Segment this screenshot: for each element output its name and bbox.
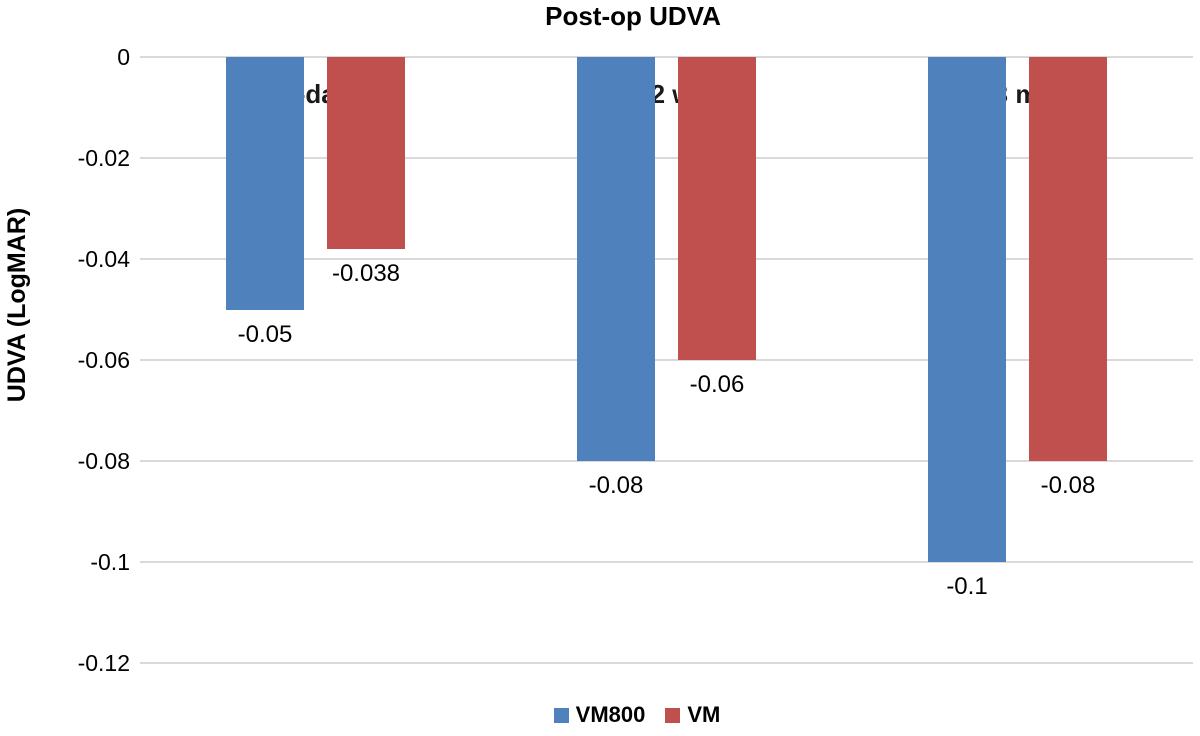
category-label: PO-day 1 [259,79,372,109]
bar-value-label: -0.1 [946,573,988,600]
category-label: PO- 2 week [597,79,736,109]
gridline [140,56,1193,58]
bar-vm800 [226,57,304,310]
legend-item-vm: VM [665,702,720,728]
bar-vm [327,57,405,249]
y-axis-tick-label: -0.08 [77,448,130,474]
plot-area: PO-day 1 -0.05 -0.038 PO- 2 week -0.08 -0.06 P… [140,56,1193,664]
bar-value-label: -0.08 [588,472,644,499]
bar-value-label: -0.05 [237,320,293,348]
bar-vm [1029,57,1107,461]
y-axis-tick-label: -0.12 [77,650,130,676]
gridline [140,258,1193,260]
legend: VM800 VM [0,702,1200,728]
bar-vm800 [928,57,1006,562]
y-axis-tick-label: -0.06 [77,347,130,373]
legend-item-vm800: VM800 [553,702,646,728]
bar-value-label: -0.038 [331,259,401,287]
y-axis-tick-label: -0.1 [90,549,130,575]
legend-swatch-vm800 [553,707,569,723]
y-axis-tick-label: 0 [117,44,130,70]
bar-value-label: -0.08 [1040,472,1096,499]
gridline [140,460,1193,462]
chart-title: Post-op UDVA [545,1,721,31]
gridline [140,561,1193,563]
y-axis-title: UDVA (LogMAR) [3,207,31,403]
y-axis-tick-label: -0.02 [77,145,130,171]
bar-vm800 [577,57,655,461]
gridline [140,157,1193,159]
bar-value-label: -0.06 [689,371,745,398]
bar-vm [678,57,756,360]
gridline [140,662,1193,664]
legend-label: VM [687,702,721,727]
y-axis-tick-label: -0.04 [77,246,130,272]
legend-label: VM800 [575,702,646,727]
category-label: PO- 3 month [940,79,1095,109]
legend-swatch-vm [665,707,681,723]
gridline [140,359,1193,361]
